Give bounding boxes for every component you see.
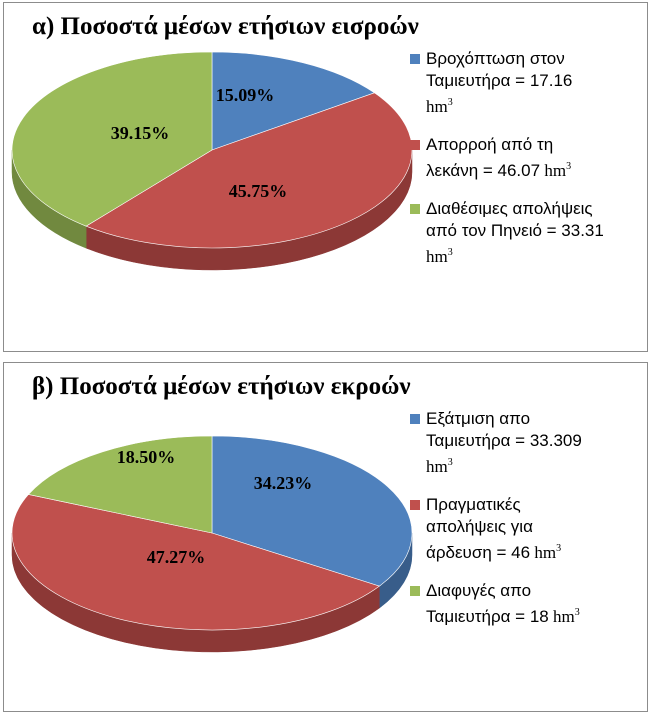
legend-line: Βροχόπτωση στον [426,49,565,68]
pie-1-slice-1 [11,494,381,631]
legend-swatch [410,204,420,214]
legend-swatch [410,414,420,424]
legend-swatch [410,500,420,510]
legend-item-1-2: Διαφυγές απο Ταμιευτήρα = 18 hm3 [410,580,645,628]
legend-unit-exponent: 3 [447,97,453,108]
outflows-chart-title: β) Ποσοστά μέσων ετήσιων εκροών [32,373,411,400]
legend-unit-exponent: 3 [574,607,580,618]
legend-unit-exponent: 3 [556,543,562,554]
legend-unit: hm3 [426,97,453,116]
outflows-legend: Εξάτμιση απο Ταμιευτήρα = 33.309 hm3 Πραγμα… [410,408,645,644]
legend-line: Ταμιευτήρα = 18 hm3 [426,607,580,626]
pie-0-slice-1-percent-label: 45.75% [229,181,288,201]
pie-1-slice-2-percent-label: 18.50% [117,447,176,467]
legend-line: Απορροή από τη [426,135,554,154]
pie-1-slice-0-percent-label: 34.23% [254,473,313,493]
legend-item-0-1: Απορροή από τη λεκάνη = 46.07 hm3 [410,134,645,182]
pie-0-slice-0-percent-label: 15.09% [216,85,275,105]
legend-line: Εξάτμιση απο [426,409,531,428]
legend-item-0-2: Διαθέσιμες απολήψεις από τον Πηνειό = 33.… [410,198,645,268]
legend-line: Πραγματικές [426,495,521,514]
legend-unit: hm3 [426,457,453,476]
legend-unit: hm3 [540,161,572,180]
legend-swatch [410,54,420,64]
pie-0-slice-1 [85,92,413,249]
legend-unit-exponent: 3 [566,161,572,172]
legend-line: άρδευση = 46 hm3 [426,543,562,562]
legend-item-1-1: Πραγματικές απολήψεις για άρδευση = 46 hm3 [410,494,645,564]
pie-0-slice-0 [211,51,376,151]
legend-line: απολήψεις για [426,517,533,536]
legend-swatch [410,140,420,150]
legend-line: hm3 [426,242,645,268]
legend-line: Διαθέσιμες απολήψεις [426,199,593,218]
legend-unit-exponent: 3 [447,457,453,468]
pie-1-slice-1-percent-label: 47.27% [147,547,206,567]
legend-line: λεκάνη = 46.07 hm3 [426,161,572,180]
legend-line: από τον Πηνειό = 33.31 [426,221,604,240]
inflows-chart-title: α) Ποσοστά μέσων ετήσιων εισροών [32,13,419,40]
legend-line: Ταμιευτήρα = 33.309 [426,431,582,450]
legend-line: Διαφυγές απο [426,581,532,600]
legend-swatch [410,586,420,596]
legend-unit: hm3 [426,247,453,266]
legend-unit: hm3 [548,607,580,626]
legend-item-0-0: Βροχόπτωση στον Ταμιευτήρα = 17.16 hm3 [410,48,645,118]
pie-0-slice-2-percent-label: 39.15% [111,123,170,143]
legend-unit: hm3 [530,543,562,562]
legend-item-1-0: Εξάτμιση απο Ταμιευτήρα = 33.309 hm3 [410,408,645,478]
legend-line: Ταμιευτήρα = 17.16 [426,71,573,90]
legend-line: hm3 [426,92,645,118]
legend-unit-exponent: 3 [447,247,453,258]
legend-line: hm3 [426,452,645,478]
inflows-legend: Βροχόπτωση στον Ταμιευτήρα = 17.16 hm3 Απορ… [410,48,645,284]
pie-1-slice-2 [27,435,213,534]
pie-0-slice-2 [11,51,213,227]
